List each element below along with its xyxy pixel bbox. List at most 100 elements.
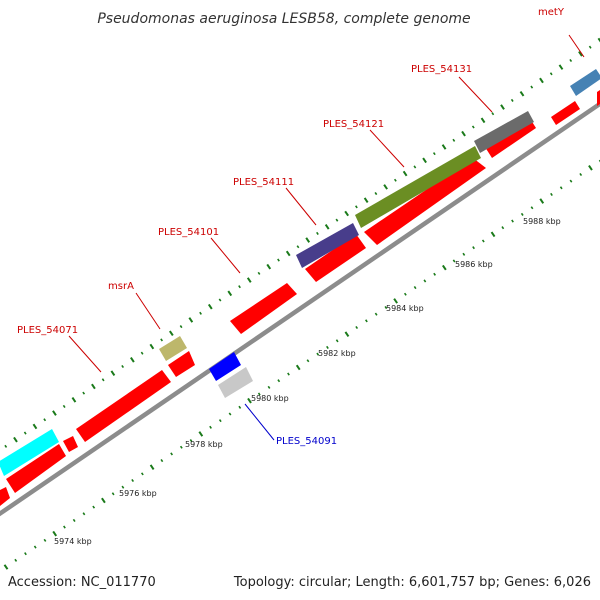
tick-mark (266, 263, 272, 270)
inner-tick-track (3, 159, 600, 570)
tick-mark (267, 385, 271, 389)
tick-mark (402, 170, 408, 177)
tick-mark (140, 472, 144, 476)
tick-mark (24, 552, 27, 556)
label-ples-54131[interactable]: PLES_54131 (411, 64, 472, 75)
tick-mark (43, 418, 47, 422)
cds-arrow[interactable] (597, 88, 600, 106)
gene-block-blue[interactable] (570, 69, 600, 96)
kbp-label: 5978 kbp (185, 440, 223, 449)
tick-mark (413, 286, 417, 290)
tick-mark (316, 352, 320, 356)
label-ples-54121[interactable]: PLES_54121 (323, 119, 384, 130)
tick-mark (277, 258, 280, 262)
tick-mark (287, 372, 290, 376)
tick-mark (160, 459, 164, 463)
gene-block-khaki[interactable] (159, 336, 187, 361)
tick-mark (131, 478, 135, 483)
tick-mark (228, 412, 232, 416)
gene-block-darkblue[interactable] (296, 223, 359, 268)
tick-mark (441, 264, 447, 271)
tick-mark (365, 319, 368, 323)
tick-mark (257, 392, 261, 396)
tick-mark (510, 98, 514, 102)
tick-mark (558, 64, 564, 70)
tick-mark (316, 231, 319, 235)
label-ples-54111[interactable]: PLES_54111 (233, 177, 294, 188)
tick-mark (13, 436, 18, 443)
label-mety[interactable]: metY (538, 7, 565, 18)
gene-block-green[interactable] (355, 146, 481, 228)
kbp-label: 5988 kbp (523, 217, 561, 226)
tick-mark (149, 343, 155, 350)
gene-block-gray[interactable] (474, 111, 534, 153)
tick-mark (471, 125, 475, 129)
gene-block-blue-small[interactable] (209, 352, 241, 381)
label-ples-54101[interactable]: PLES_54101 (158, 227, 219, 238)
tick-mark (52, 530, 58, 537)
tick-mark (209, 425, 212, 429)
tick-mark (110, 370, 116, 376)
tick-mark (179, 445, 183, 449)
tick-mark (246, 277, 252, 283)
tick-mark (569, 58, 573, 63)
tick-mark (549, 72, 553, 76)
tick-mark (121, 485, 125, 489)
tick-mark (43, 538, 47, 542)
tick-mark (257, 271, 261, 275)
kbp-label: 5986 kbp (455, 260, 493, 269)
tick-mark (344, 331, 350, 337)
tick-mark (355, 325, 359, 330)
tick-mark (198, 431, 204, 437)
label-ples-54091[interactable]: PLES_54091 (276, 436, 337, 447)
tick-mark (461, 130, 466, 137)
tick-mark (277, 379, 281, 383)
tick-mark (23, 431, 27, 435)
cds-arrow[interactable] (305, 234, 366, 282)
tick-mark (324, 224, 330, 230)
tick-mark (569, 179, 573, 183)
tick-mark (481, 239, 485, 243)
tick-mark (344, 210, 350, 217)
cds-arrow[interactable] (551, 101, 580, 125)
cds-arrow[interactable] (364, 158, 486, 245)
kbp-label: 5976 kbp (119, 489, 157, 498)
tick-mark (188, 317, 194, 323)
tick-mark (3, 564, 9, 570)
cds-arrow[interactable] (168, 351, 195, 377)
tick-mark (82, 391, 86, 395)
tick-mark (4, 444, 8, 448)
genome-title: Pseudomonas aeruginosa LESB58, complete … (97, 11, 470, 27)
tick-mark (588, 165, 593, 171)
cds-arrow[interactable] (76, 370, 171, 442)
tick-mark (472, 246, 475, 250)
tick-mark (422, 157, 427, 164)
tick-mark (530, 206, 534, 210)
tick-mark (550, 192, 553, 196)
tick-mark (432, 152, 436, 156)
label-ples-54071[interactable]: PLES_54071 (17, 325, 78, 336)
tick-mark (296, 245, 300, 249)
tick-mark (559, 186, 563, 190)
cds-arrow[interactable] (230, 283, 297, 334)
tick-mark (207, 303, 213, 310)
genome-summary: Topology: circular; Length: 6,601,757 bp… (233, 575, 591, 590)
cds-arrow[interactable] (6, 444, 66, 493)
label-msra[interactable]: msrA (108, 281, 134, 292)
gene-block-cyan[interactable] (0, 429, 59, 476)
tick-mark (441, 144, 447, 150)
tick-mark (413, 165, 417, 169)
feature-track-outer (0, 69, 600, 476)
tick-mark (238, 285, 241, 289)
tick-mark (160, 338, 163, 342)
kbp-label: 5984 kbp (386, 304, 424, 313)
kbp-tick-labels: 5974 kbp 5976 kbp 5978 kbp 5980 kbp 5982… (54, 217, 561, 546)
tick-mark (91, 383, 96, 390)
tick-mark (82, 512, 86, 516)
gene-block-silver[interactable] (218, 367, 253, 398)
tick-mark (189, 439, 193, 443)
tick-mark (355, 205, 358, 209)
cds-arrow[interactable] (0, 487, 10, 506)
cds-arrow[interactable] (63, 436, 78, 452)
